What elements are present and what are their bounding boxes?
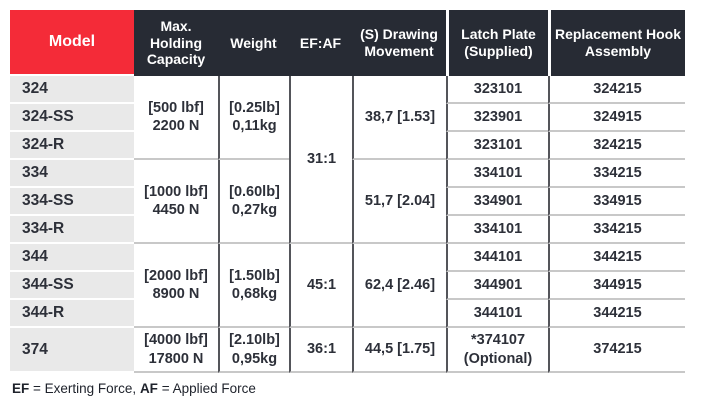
footnote-ef-definition: = Exerting Force, [29, 381, 140, 396]
capacity-line2: 8900 N [152, 286, 200, 302]
hook-assembly-cell: 334215 [548, 160, 685, 188]
latch-line2: (Optional) [463, 350, 533, 367]
weight-line1: [2.10lb] [229, 332, 280, 349]
drawing-cell: 44,5 [1.75] [352, 328, 446, 373]
efaf-cell: 31:1 [289, 76, 352, 244]
latch-line1: *374107 [470, 332, 526, 349]
weight-line1: [1.50lb] [229, 267, 280, 284]
latch-plate-cell: 334101 [446, 216, 548, 244]
header-hook-assembly: Replacement Hook Assembly [548, 10, 685, 76]
header-latch-plate: Latch Plate (Supplied) [446, 10, 548, 76]
header-drawing-movement: (S) Drawing Movement [352, 10, 446, 76]
capacity-line2: 17800 N [148, 350, 204, 367]
header-model: Model [10, 10, 134, 76]
hook-assembly-cell: 344215 [548, 300, 685, 328]
weight-line2: 0,11kg [232, 118, 277, 134]
hook-assembly-cell: 334915 [548, 188, 685, 216]
capacity-line2: 2200 N [152, 118, 200, 134]
footnote: EF = Exerting Force, AF = Applied Force [12, 381, 703, 396]
header-weight: Weight [218, 10, 289, 76]
hook-assembly-cell: 324215 [548, 76, 685, 104]
latch-plate-cell: 334101 [446, 160, 548, 188]
model-cell: 334 [10, 160, 134, 188]
weight-line2: 0,68kg [231, 286, 278, 302]
latch-plate-cell: *374107 (Optional) [446, 328, 548, 373]
hook-assembly-cell: 344915 [548, 272, 685, 300]
capacity-cell: [1000 lbf] 4450 N [134, 160, 218, 244]
latch-plate-cell: 344901 [446, 272, 548, 300]
model-cell: 324-SS [10, 104, 134, 132]
hook-assembly-cell: 324915 [548, 104, 685, 132]
weight-line1: [0.25lb] [229, 99, 280, 116]
weight-cell: [0.60lb] 0,27kg [218, 160, 289, 244]
weight-line1: [0.60lb] [229, 183, 280, 200]
capacity-cell: [500 lbf] 2200 N [134, 76, 218, 160]
model-cell: 334-R [10, 216, 134, 244]
efaf-cell: 45:1 [289, 244, 352, 328]
latch-plate-cell: 334901 [446, 188, 548, 216]
header-capacity: Max. Holding Capacity [134, 10, 218, 76]
latch-plate-cell: 323901 [446, 104, 548, 132]
model-cell: 324-R [10, 132, 134, 160]
footnote-af-abbr: AF [139, 381, 158, 396]
model-cell: 344-SS [10, 272, 134, 300]
spec-table: Model Max. Holding Capacity Weight EF:AF… [10, 10, 685, 373]
latch-plate-cell: 323101 [446, 76, 548, 104]
latch-plate-cell: 323101 [446, 132, 548, 160]
capacity-line1: [4000 lbf] [144, 332, 208, 349]
capacity-cell: [4000 lbf] 17800 N [134, 328, 218, 373]
weight-cell: [2.10lb] 0,95kg [218, 328, 289, 373]
drawing-cell: 51,7 [2.04] [352, 160, 446, 244]
hook-assembly-cell: 324215 [548, 132, 685, 160]
footnote-af-definition: = Applied Force [157, 381, 256, 396]
capacity-line1: [2000 lbf] [144, 267, 208, 284]
model-cell: 374 [10, 328, 134, 373]
drawing-cell: 62,4 [2.46] [352, 244, 446, 328]
hook-assembly-cell: 374215 [548, 328, 685, 373]
efaf-cell: 36:1 [289, 328, 352, 373]
capacity-cell: [2000 lbf] 8900 N [134, 244, 218, 328]
model-cell: 324 [10, 76, 134, 104]
capacity-line2: 4450 N [152, 202, 200, 218]
latch-plate-cell: 344101 [446, 300, 548, 328]
weight-line2: 0,27kg [231, 202, 278, 218]
model-cell: 344-R [10, 300, 134, 328]
model-cell: 334-SS [10, 188, 134, 216]
capacity-line1: [500 lbf] [148, 99, 204, 116]
capacity-line1: [1000 lbf] [144, 183, 208, 200]
model-cell: 344 [10, 244, 134, 272]
weight-cell: [1.50lb] 0,68kg [218, 244, 289, 328]
footnote-ef-abbr: EF [12, 381, 30, 396]
weight-cell: [0.25lb] 0,11kg [218, 76, 289, 160]
header-efaf: EF:AF [289, 10, 352, 76]
drawing-cell: 38,7 [1.53] [352, 76, 446, 160]
hook-assembly-cell: 344215 [548, 244, 685, 272]
weight-line2: 0,95kg [231, 350, 278, 367]
latch-plate-cell: 344101 [446, 244, 548, 272]
hook-assembly-cell: 334215 [548, 216, 685, 244]
